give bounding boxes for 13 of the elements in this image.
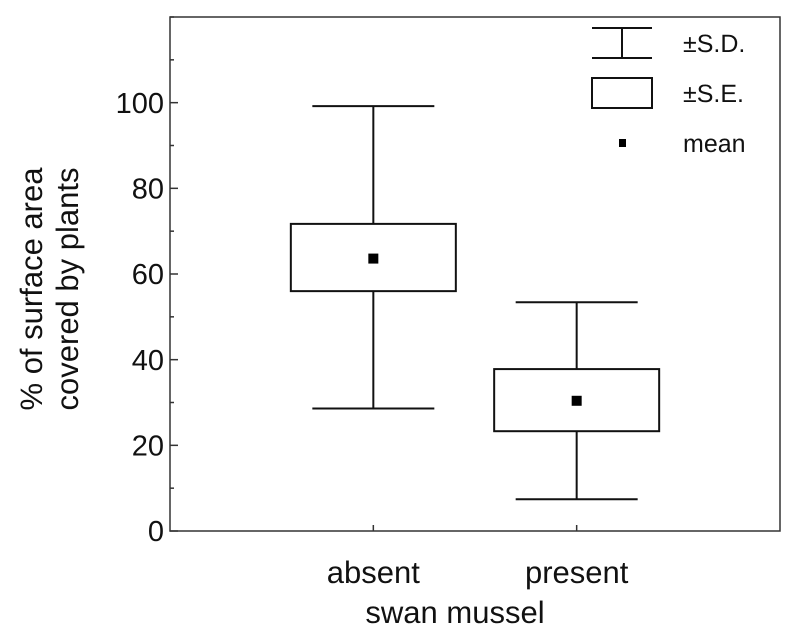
annotation: ±S.E. xyxy=(683,80,744,108)
y-tick-label: 80 xyxy=(132,173,164,206)
y-tick-label: 60 xyxy=(132,259,164,292)
y-tick-label: 40 xyxy=(132,344,164,377)
x-tick-label: present xyxy=(524,555,629,590)
x-axis-title: swan mussel xyxy=(365,595,545,630)
annotation: mean xyxy=(683,130,746,158)
annotation: ±S.D. xyxy=(683,30,746,58)
y-tick-label: 0 xyxy=(148,516,164,548)
y-tick-label: 100 xyxy=(116,88,164,120)
y-axis-title: % of surface area covered by plants xyxy=(14,166,85,410)
x-tick-label: absent xyxy=(326,555,420,590)
y-tick-label: 20 xyxy=(132,430,164,462)
